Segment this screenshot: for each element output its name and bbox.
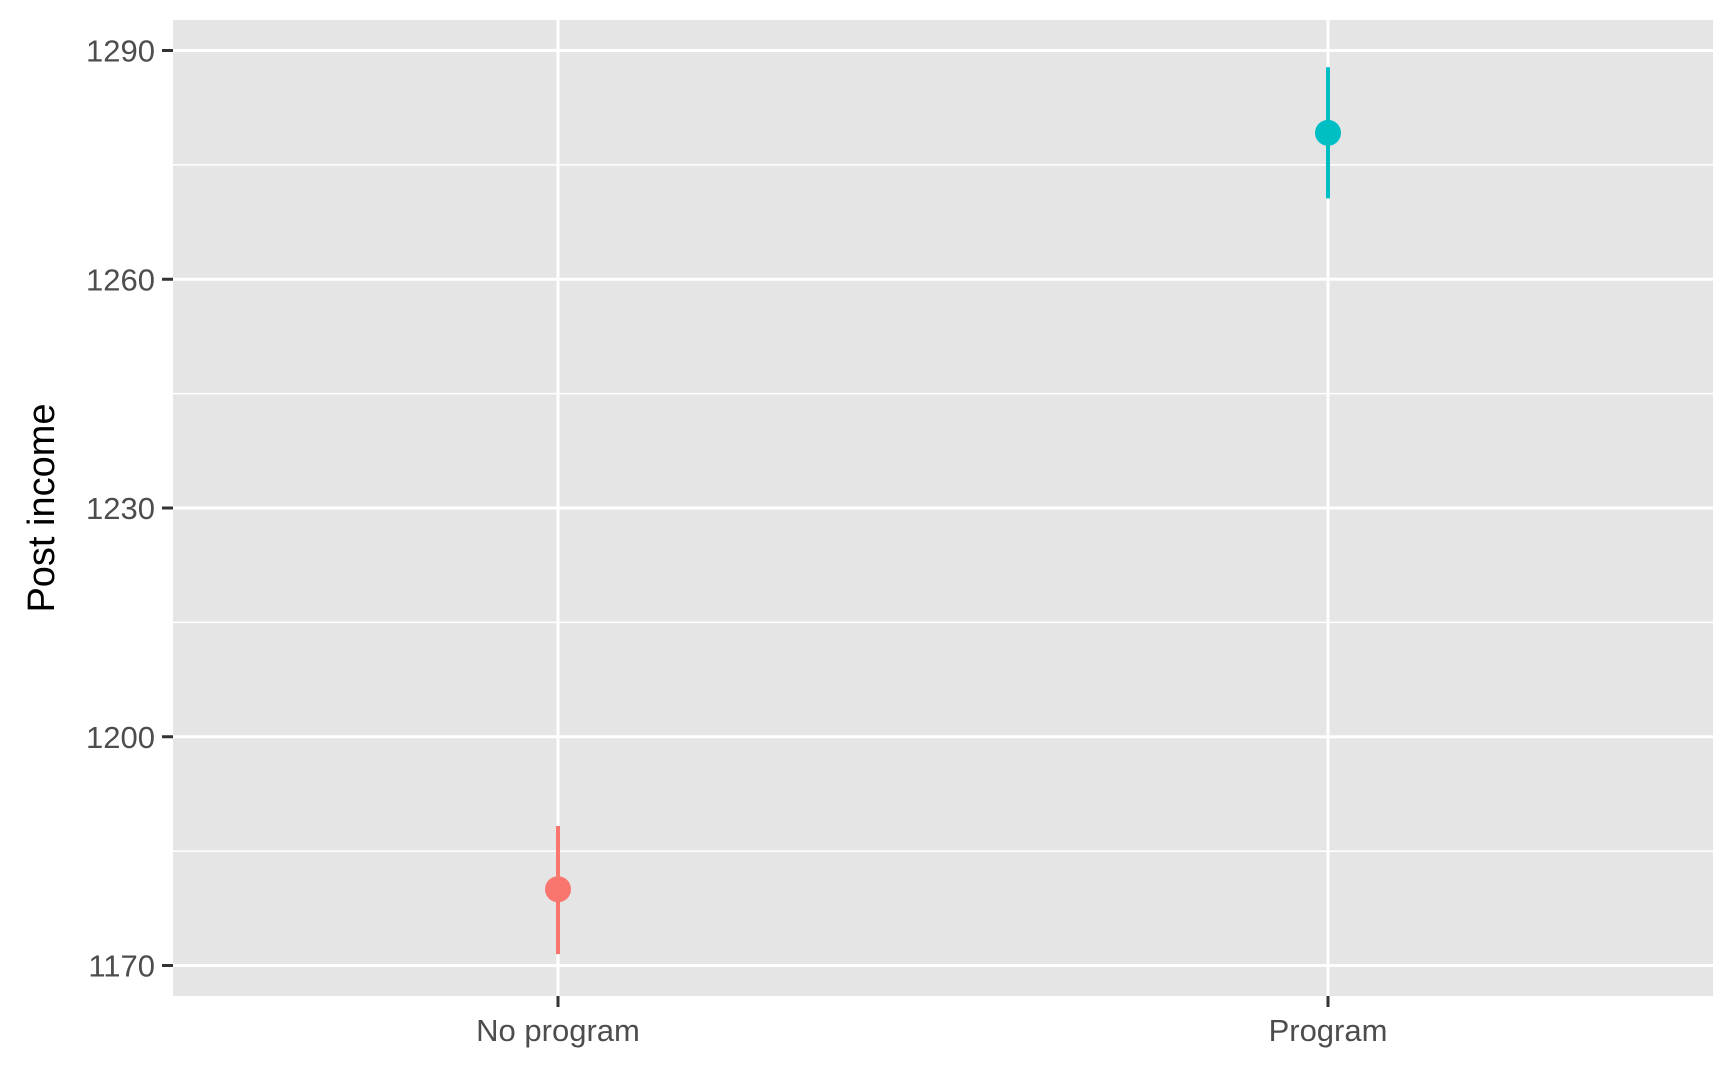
data-point [1315, 119, 1341, 146]
data-marks [545, 67, 1341, 955]
y-axis: 1170 1200 1230 1260 1290 [86, 34, 173, 984]
x-tick-label: No program [476, 1013, 640, 1048]
x-tick-label: Program [1269, 1013, 1388, 1048]
x-axis: No program Program [476, 996, 1387, 1048]
y-tick-label: 1290 [86, 34, 155, 69]
y-tick-label: 1200 [86, 720, 155, 755]
minor-gridlines [173, 164, 1713, 852]
y-axis-title: Post income [21, 403, 63, 612]
y-tick-label: 1260 [86, 262, 155, 297]
y-tick-label: 1170 [88, 949, 155, 984]
data-point [545, 876, 571, 903]
y-tick-label: 1230 [86, 491, 155, 526]
